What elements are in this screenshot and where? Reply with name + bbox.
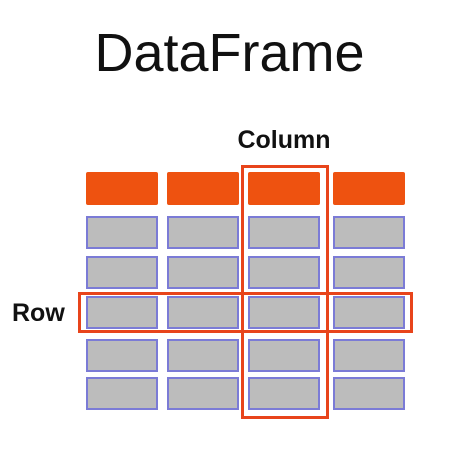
data-cell <box>86 256 158 289</box>
data-cell <box>248 339 320 372</box>
data-cell <box>248 377 320 410</box>
data-cell <box>248 256 320 289</box>
data-cell <box>167 296 239 329</box>
header-cell <box>248 172 320 205</box>
page-title: DataFrame <box>94 23 365 83</box>
header-cell <box>86 172 158 205</box>
data-cell <box>333 216 405 249</box>
column-label: Column <box>237 126 331 154</box>
header-cell <box>333 172 405 205</box>
data-cell <box>333 377 405 410</box>
data-cell <box>167 377 239 410</box>
data-cell <box>86 339 158 372</box>
data-cell <box>86 216 158 249</box>
data-cell <box>248 296 320 329</box>
data-cell <box>333 256 405 289</box>
data-cell <box>86 377 158 410</box>
data-cell <box>167 216 239 249</box>
data-cell <box>248 216 320 249</box>
row-highlight <box>78 292 413 333</box>
data-cell <box>167 256 239 289</box>
data-cell <box>333 339 405 372</box>
row-label: Row <box>12 299 65 327</box>
data-cell <box>86 296 158 329</box>
data-cell <box>167 339 239 372</box>
header-cell <box>167 172 239 205</box>
data-cell <box>333 296 405 329</box>
